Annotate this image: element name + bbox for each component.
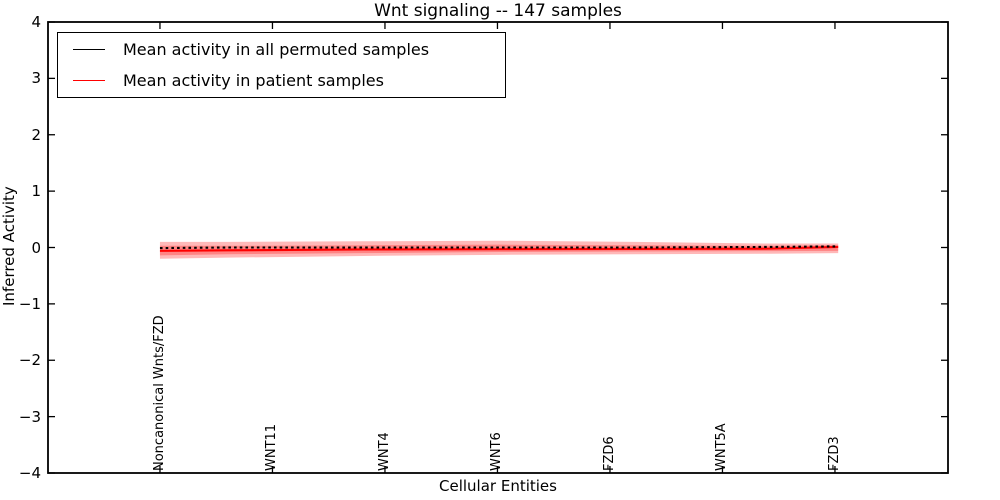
series-line-0 [159,245,839,250]
x-tick-label: WNT5A [714,423,730,471]
series-line-1 [159,245,839,252]
y-tick-label: −3 [18,407,41,426]
y-tick-label: 2 [31,125,41,144]
legend-line-sample-black [73,49,105,50]
plot-title: Wnt signaling -- 147 samples [374,1,622,21]
legend-line-sample-red [73,80,105,81]
y-tick-label: −1 [18,294,41,313]
x-tick-label: WNT6 [489,432,505,471]
y-tick-label: −2 [18,351,41,370]
legend-entry-permuted: Mean activity in all permuted samples [58,34,505,65]
x-tick-label: WNT4 [376,432,392,471]
legend-label: Mean activity in all permuted samples [123,39,430,59]
x-tick-label: FZD3 [826,436,842,471]
y-tick-label: 1 [31,182,41,201]
legend-box: Mean activity in all permuted samples Me… [57,32,506,98]
x-axis-label: Cellular Entities [439,477,557,495]
y-tick-label: 0 [31,238,41,257]
y-tick-label: −4 [18,464,41,482]
legend-entry-patient: Mean activity in patient samples [58,65,505,96]
x-tick-label: Noncanonical Wnts/FZD [151,315,167,471]
y-tick-label: 3 [31,69,41,88]
x-tick-label: WNT11 [264,423,280,471]
x-tick-label: FZD6 [601,436,617,471]
legend-label: Mean activity in patient samples [123,70,384,90]
y-tick-label: 4 [31,13,41,31]
